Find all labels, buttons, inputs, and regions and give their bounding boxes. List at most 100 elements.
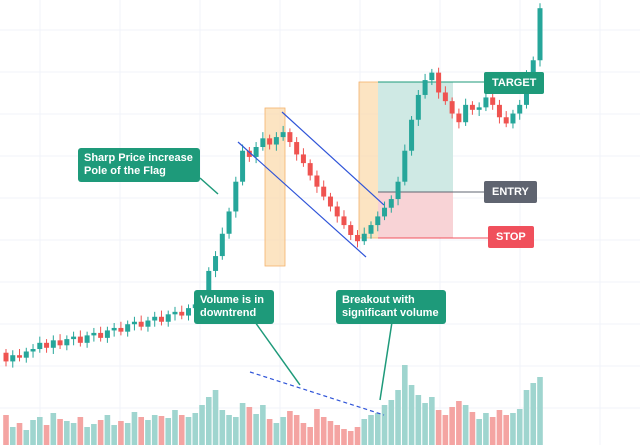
volume-bar — [449, 407, 455, 445]
candle-body — [395, 181, 401, 200]
candle-body — [341, 216, 347, 226]
candle-body — [402, 150, 408, 182]
candle-body — [496, 104, 502, 118]
candlesticks[interactable] — [3, 3, 543, 368]
volume-bar — [124, 423, 131, 445]
candle-body — [503, 117, 509, 124]
volume-bar — [226, 415, 232, 445]
volume-downtrend-callout: Volume is in downtrend — [194, 290, 274, 324]
candle-body — [64, 339, 70, 346]
candle-body — [104, 330, 110, 338]
candle-body — [57, 340, 63, 346]
candle-body — [300, 154, 306, 164]
candle-body — [348, 225, 354, 235]
stop-label: STOP — [488, 226, 534, 248]
volume-bar — [253, 414, 259, 445]
volume-bar — [205, 397, 212, 445]
breakout-pointer — [379, 321, 393, 401]
volume-bar — [9, 427, 16, 445]
volume-bar — [239, 403, 246, 445]
volume-bar — [43, 425, 50, 445]
flag-channel-upper — [281, 111, 385, 206]
volume-bar — [64, 421, 70, 445]
volume-trend-line — [249, 371, 385, 416]
volume-bar — [388, 400, 395, 445]
candle-body — [37, 342, 43, 350]
candle-body — [517, 104, 523, 114]
volume-bar — [131, 412, 138, 445]
candle-body — [84, 335, 90, 343]
pattern-overlay — [199, 111, 393, 416]
breakout-text: Breakout with significant volume — [342, 294, 439, 319]
loss-zone — [378, 192, 453, 238]
breakout-callout: Breakout with significant volume — [336, 290, 446, 324]
volume-bar — [347, 431, 354, 445]
volume-bar — [368, 415, 374, 445]
profit-zone — [378, 82, 453, 192]
candle-body — [483, 97, 489, 108]
candle-body — [307, 163, 313, 176]
volume-bar — [496, 410, 503, 445]
candle-body — [354, 234, 360, 242]
candle-body — [233, 181, 239, 212]
candle-body — [463, 104, 469, 123]
candle-body — [125, 324, 131, 332]
candle-body — [442, 92, 448, 102]
candle-body — [213, 256, 219, 271]
candle-body — [476, 107, 482, 110]
volume-bar — [50, 413, 57, 445]
candle-body — [449, 101, 455, 114]
volume-bar — [185, 417, 192, 445]
candle-body — [510, 113, 516, 124]
candle-body — [415, 94, 421, 120]
entry-label-text: ENTRY — [492, 186, 529, 198]
volume-bar — [199, 405, 205, 445]
volume-bar — [111, 425, 117, 445]
volume-bar — [435, 410, 442, 445]
candle-body — [226, 211, 232, 234]
candle-body — [186, 308, 192, 316]
volume-bar — [374, 413, 381, 445]
volume-bar — [307, 427, 313, 445]
candle-body — [77, 336, 83, 343]
candle-body — [273, 137, 279, 145]
entry-label: ENTRY — [484, 181, 537, 203]
volume-bar — [118, 421, 124, 445]
volume-bar — [3, 415, 9, 445]
stop-label-text: STOP — [496, 231, 526, 243]
target-label-text: TARGET — [492, 77, 537, 89]
volume-bar — [57, 419, 63, 445]
candle-body — [118, 327, 124, 332]
volume-bar — [16, 423, 23, 445]
candle-body — [469, 104, 475, 110]
volume-bar — [192, 413, 199, 445]
candle-body — [30, 349, 36, 352]
candle-body — [409, 119, 415, 151]
volume-bar — [36, 417, 43, 445]
candle-body — [361, 233, 367, 242]
candle-body — [145, 320, 151, 327]
candle-body — [50, 340, 56, 348]
candle-body — [165, 314, 171, 322]
candle-body — [246, 150, 252, 157]
volume-bar — [314, 409, 320, 445]
volume-bar — [84, 427, 90, 445]
volume-bar — [158, 416, 165, 445]
volume-bar — [516, 409, 523, 445]
volume-bar — [178, 415, 185, 445]
volume-bar — [70, 423, 77, 445]
volume-bar — [91, 424, 97, 445]
volume-bar — [266, 419, 273, 445]
candle-body — [375, 216, 381, 226]
volume-bar — [212, 390, 219, 445]
candle-body — [490, 97, 496, 105]
candle-body — [327, 196, 333, 207]
volume-bar — [287, 411, 293, 445]
candle-body — [138, 321, 144, 327]
candle-body — [287, 132, 293, 143]
volume-bar — [246, 407, 253, 445]
candle-body — [267, 138, 273, 145]
candle-body — [260, 138, 266, 148]
candle-body — [294, 142, 300, 155]
